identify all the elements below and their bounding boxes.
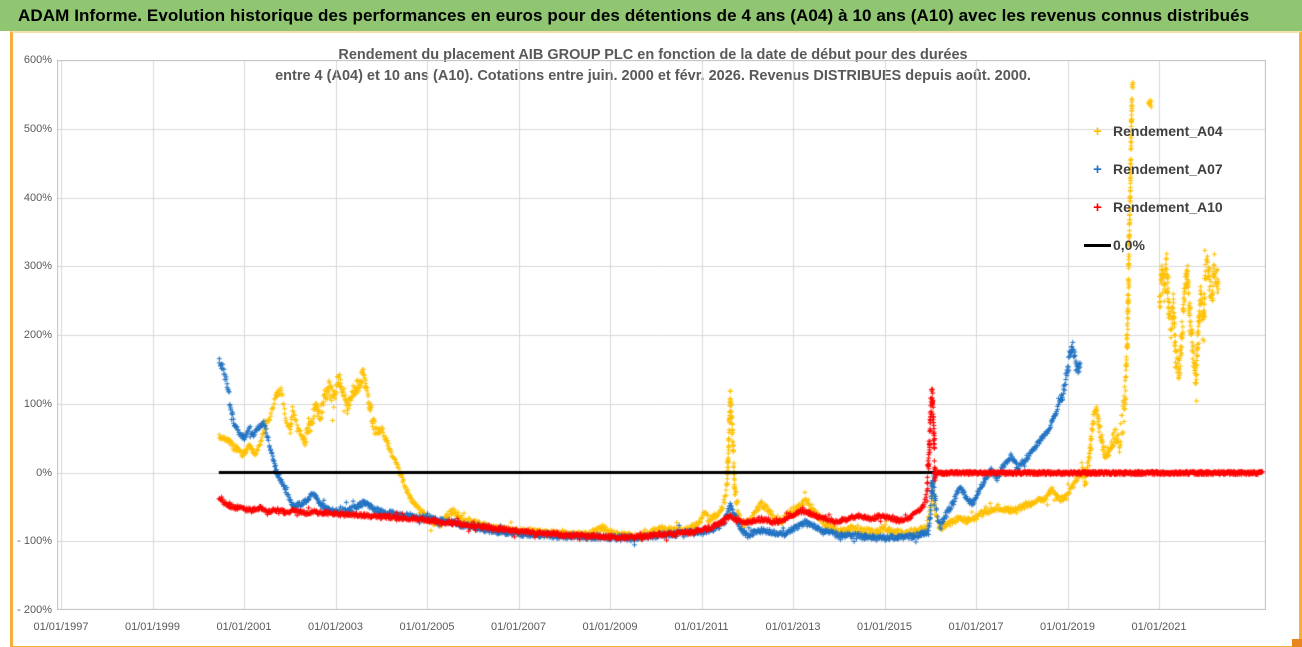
legend-item[interactable]: 0,0% <box>1084 226 1284 264</box>
x-tick-label: 01/01/2013 <box>765 621 821 633</box>
legend-item[interactable]: + Rendement_A07 <box>1084 150 1284 188</box>
x-tick-label: 01/01/2001 <box>216 621 272 633</box>
window-title-bar: ADAM Informe. Evolution historique des p… <box>0 0 1302 31</box>
y-tick-label: 600% <box>23 54 52 66</box>
legend-label: Rendement_A07 <box>1113 161 1223 177</box>
legend-label: Rendement_A04 <box>1113 123 1223 139</box>
legend-item[interactable]: + Rendement_A04 <box>1084 112 1284 150</box>
x-tick-label: 01/01/2021 <box>1131 621 1187 633</box>
y-tick-label: 400% <box>23 191 52 204</box>
legend-label: 0,0% <box>1113 237 1145 253</box>
window-title: ADAM Informe. Evolution historique des p… <box>18 5 1250 25</box>
x-tick-label: 01/01/2017 <box>948 621 1004 633</box>
zero-line-swatch <box>1084 243 1111 247</box>
plus-marker-icon: + <box>1093 198 1102 216</box>
x-tick-label: 01/01/2005 <box>399 621 455 633</box>
y-tick-label: 200% <box>23 329 52 341</box>
plus-marker-icon: + <box>1093 160 1102 178</box>
x-tick-label: 01/01/1999 <box>124 621 181 633</box>
x-tick-label: 01/01/2003 <box>307 621 364 633</box>
legend: + Rendement_A04 + Rendement_A07 + Rendement_A… <box>1084 112 1284 264</box>
x-tick-label: 01/01/2019 <box>1039 621 1096 633</box>
y-tick-label: 300% <box>23 260 52 273</box>
y-tick-label: 500% <box>23 122 52 135</box>
x-tick-label: 01/01/2015 <box>856 621 913 633</box>
plot-area[interactable] <box>57 60 1266 610</box>
legend-label: Rendement_A10 <box>1113 199 1223 215</box>
y-tick-label: - 200% <box>17 604 52 616</box>
y-tick-label: - 100% <box>17 535 52 548</box>
x-tick-label: 01/01/1997 <box>33 621 89 633</box>
legend-item[interactable]: + Rendement_A10 <box>1084 188 1284 226</box>
x-tick-label: 01/01/2009 <box>582 621 638 633</box>
y-tick-label: 0% <box>36 466 52 479</box>
x-tick-label: 01/01/2007 <box>490 621 547 633</box>
resize-handle[interactable] <box>1292 639 1302 647</box>
x-tick-label: 01/01/2011 <box>674 621 729 633</box>
y-tick-label: 100% <box>23 397 52 410</box>
chart-title-line1: Rendement du placement AIB GROUP PLC en … <box>338 47 968 63</box>
plus-marker-icon: + <box>1093 122 1102 140</box>
